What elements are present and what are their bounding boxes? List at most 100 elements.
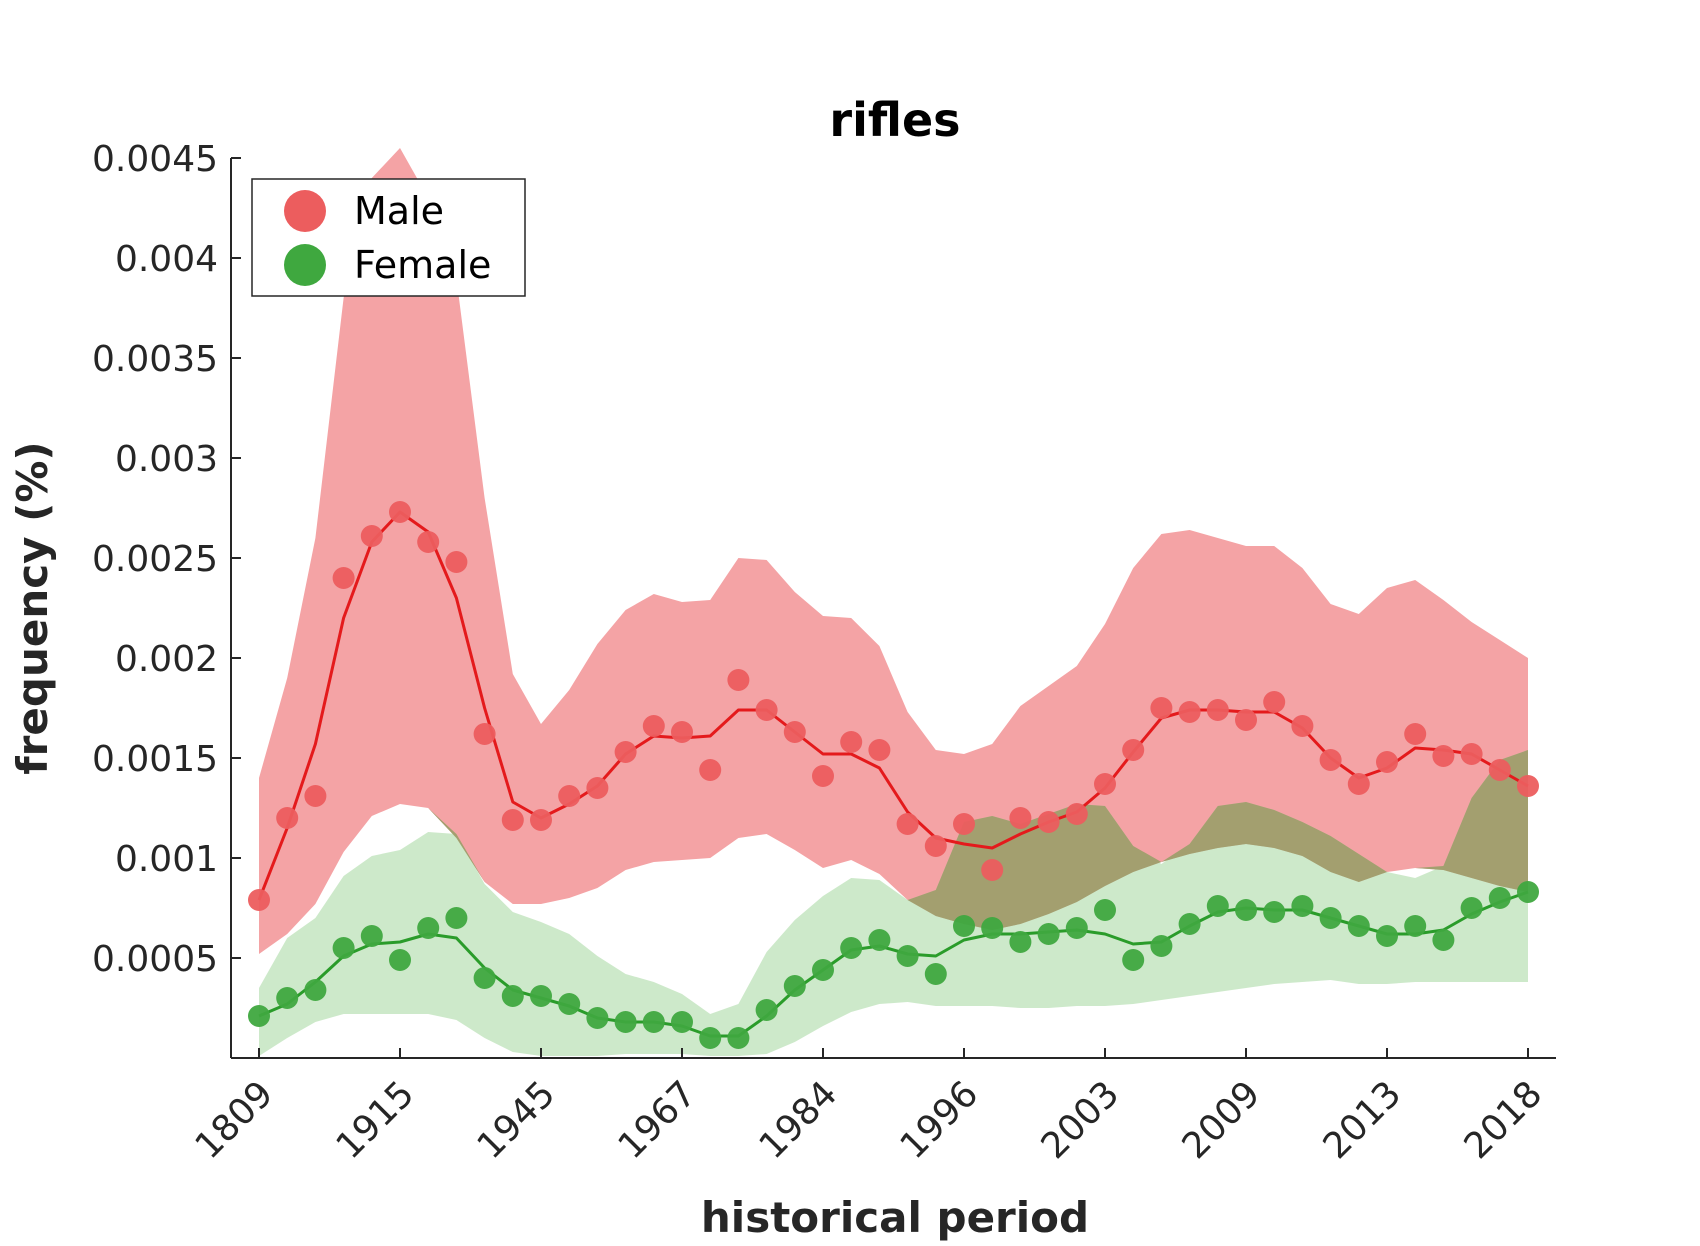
- point-male: [473, 723, 496, 745]
- point-female: [812, 959, 834, 981]
- point-female: [445, 907, 468, 929]
- point-male: [1009, 807, 1032, 829]
- point-male: [1206, 699, 1229, 721]
- line-female: [258, 890, 1529, 1038]
- point-male: [896, 813, 919, 835]
- point-male: [1037, 811, 1060, 833]
- point-male: [1065, 803, 1088, 825]
- point-male: [1122, 739, 1145, 761]
- point-female: [1009, 931, 1032, 953]
- x-axis-label: historical period: [701, 1193, 1089, 1242]
- point-female: [1122, 949, 1145, 971]
- point-male: [248, 889, 270, 911]
- point-female: [755, 999, 778, 1021]
- legend: Male Female: [251, 178, 526, 297]
- point-female: [1376, 925, 1398, 947]
- point-male: [1263, 691, 1286, 713]
- point-male: [445, 551, 468, 573]
- point-male: [558, 785, 581, 807]
- point-male: [586, 777, 609, 799]
- point-female: [1488, 887, 1511, 909]
- legend-marker-male: [284, 190, 326, 232]
- point-female: [1291, 895, 1314, 917]
- y-tick-label: 0.002: [115, 639, 218, 680]
- point-female: [1206, 895, 1229, 917]
- axes: [230, 158, 1556, 1059]
- point-male: [360, 525, 383, 547]
- point-male: [1150, 697, 1173, 719]
- point-female: [501, 985, 524, 1007]
- y-tick-label: 0.003: [115, 439, 218, 480]
- point-male: [1460, 743, 1483, 765]
- point-male: [1319, 749, 1342, 771]
- point-male: [924, 835, 947, 857]
- point-female: [614, 1011, 637, 1033]
- point-male: [783, 721, 806, 743]
- y-tick-label: 0.0025: [92, 539, 218, 580]
- point-female: [981, 917, 1004, 939]
- point-female: [1150, 935, 1173, 957]
- point-male: [1094, 773, 1116, 795]
- point-female: [1065, 917, 1088, 939]
- point-male: [727, 669, 750, 691]
- point-male: [417, 531, 440, 553]
- band-male: [259, 148, 1528, 954]
- point-female: [1235, 899, 1257, 921]
- point-male: [1517, 775, 1539, 797]
- point-female: [530, 985, 552, 1007]
- point-female: [586, 1007, 609, 1029]
- point-female: [1347, 915, 1370, 937]
- point-male: [755, 699, 778, 721]
- point-male: [953, 813, 975, 835]
- point-male: [840, 731, 863, 753]
- point-male: [981, 859, 1004, 881]
- point-female: [473, 967, 496, 989]
- point-male: [1291, 715, 1314, 737]
- y-tick-label: 0.0045: [92, 139, 218, 180]
- point-male: [1376, 751, 1398, 773]
- point-female: [1460, 897, 1483, 919]
- point-male: [642, 715, 665, 737]
- point-female: [1037, 923, 1060, 945]
- y-tick-label: 0.0035: [92, 339, 218, 380]
- line-male: [257, 510, 1529, 901]
- point-female: [924, 963, 947, 985]
- point-male: [304, 785, 327, 807]
- y-tick-label: 0.0005: [92, 939, 218, 980]
- y-tick-label: 0.001: [115, 839, 218, 880]
- point-female: [783, 975, 806, 997]
- point-female: [304, 979, 327, 1001]
- point-male: [389, 501, 411, 523]
- point-male: [812, 765, 834, 787]
- point-female: [1517, 881, 1539, 903]
- point-female: [642, 1011, 665, 1033]
- point-male: [614, 741, 637, 763]
- point-male: [699, 759, 722, 781]
- y-tick-label: 0.0015: [92, 739, 218, 780]
- y-tick-label: 0.004: [115, 239, 218, 280]
- point-male: [1178, 701, 1201, 723]
- point-female: [671, 1011, 693, 1033]
- point-male: [530, 809, 552, 831]
- confidence-bands: [259, 148, 1528, 1056]
- point-male: [1404, 723, 1427, 745]
- point-female: [868, 929, 891, 951]
- point-male: [332, 567, 355, 589]
- point-female: [332, 937, 355, 959]
- point-female: [276, 987, 299, 1009]
- point-female: [1404, 915, 1427, 937]
- point-female: [1319, 907, 1342, 929]
- point-female: [699, 1027, 722, 1049]
- y-ticks: 0.0005 0.001 0.0015 0.002 0.0025 0.003 0.0035 0…: [92, 139, 241, 980]
- chart-title: rifles: [829, 93, 960, 147]
- point-female: [558, 993, 581, 1015]
- point-female: [896, 945, 919, 967]
- point-male: [1235, 709, 1257, 731]
- point-male: [671, 721, 693, 743]
- point-female: [1432, 929, 1455, 951]
- legend-label-female: Female: [354, 243, 491, 287]
- y-axis-label: frequency (%): [8, 441, 57, 774]
- point-female: [1094, 899, 1116, 921]
- point-female: [840, 937, 863, 959]
